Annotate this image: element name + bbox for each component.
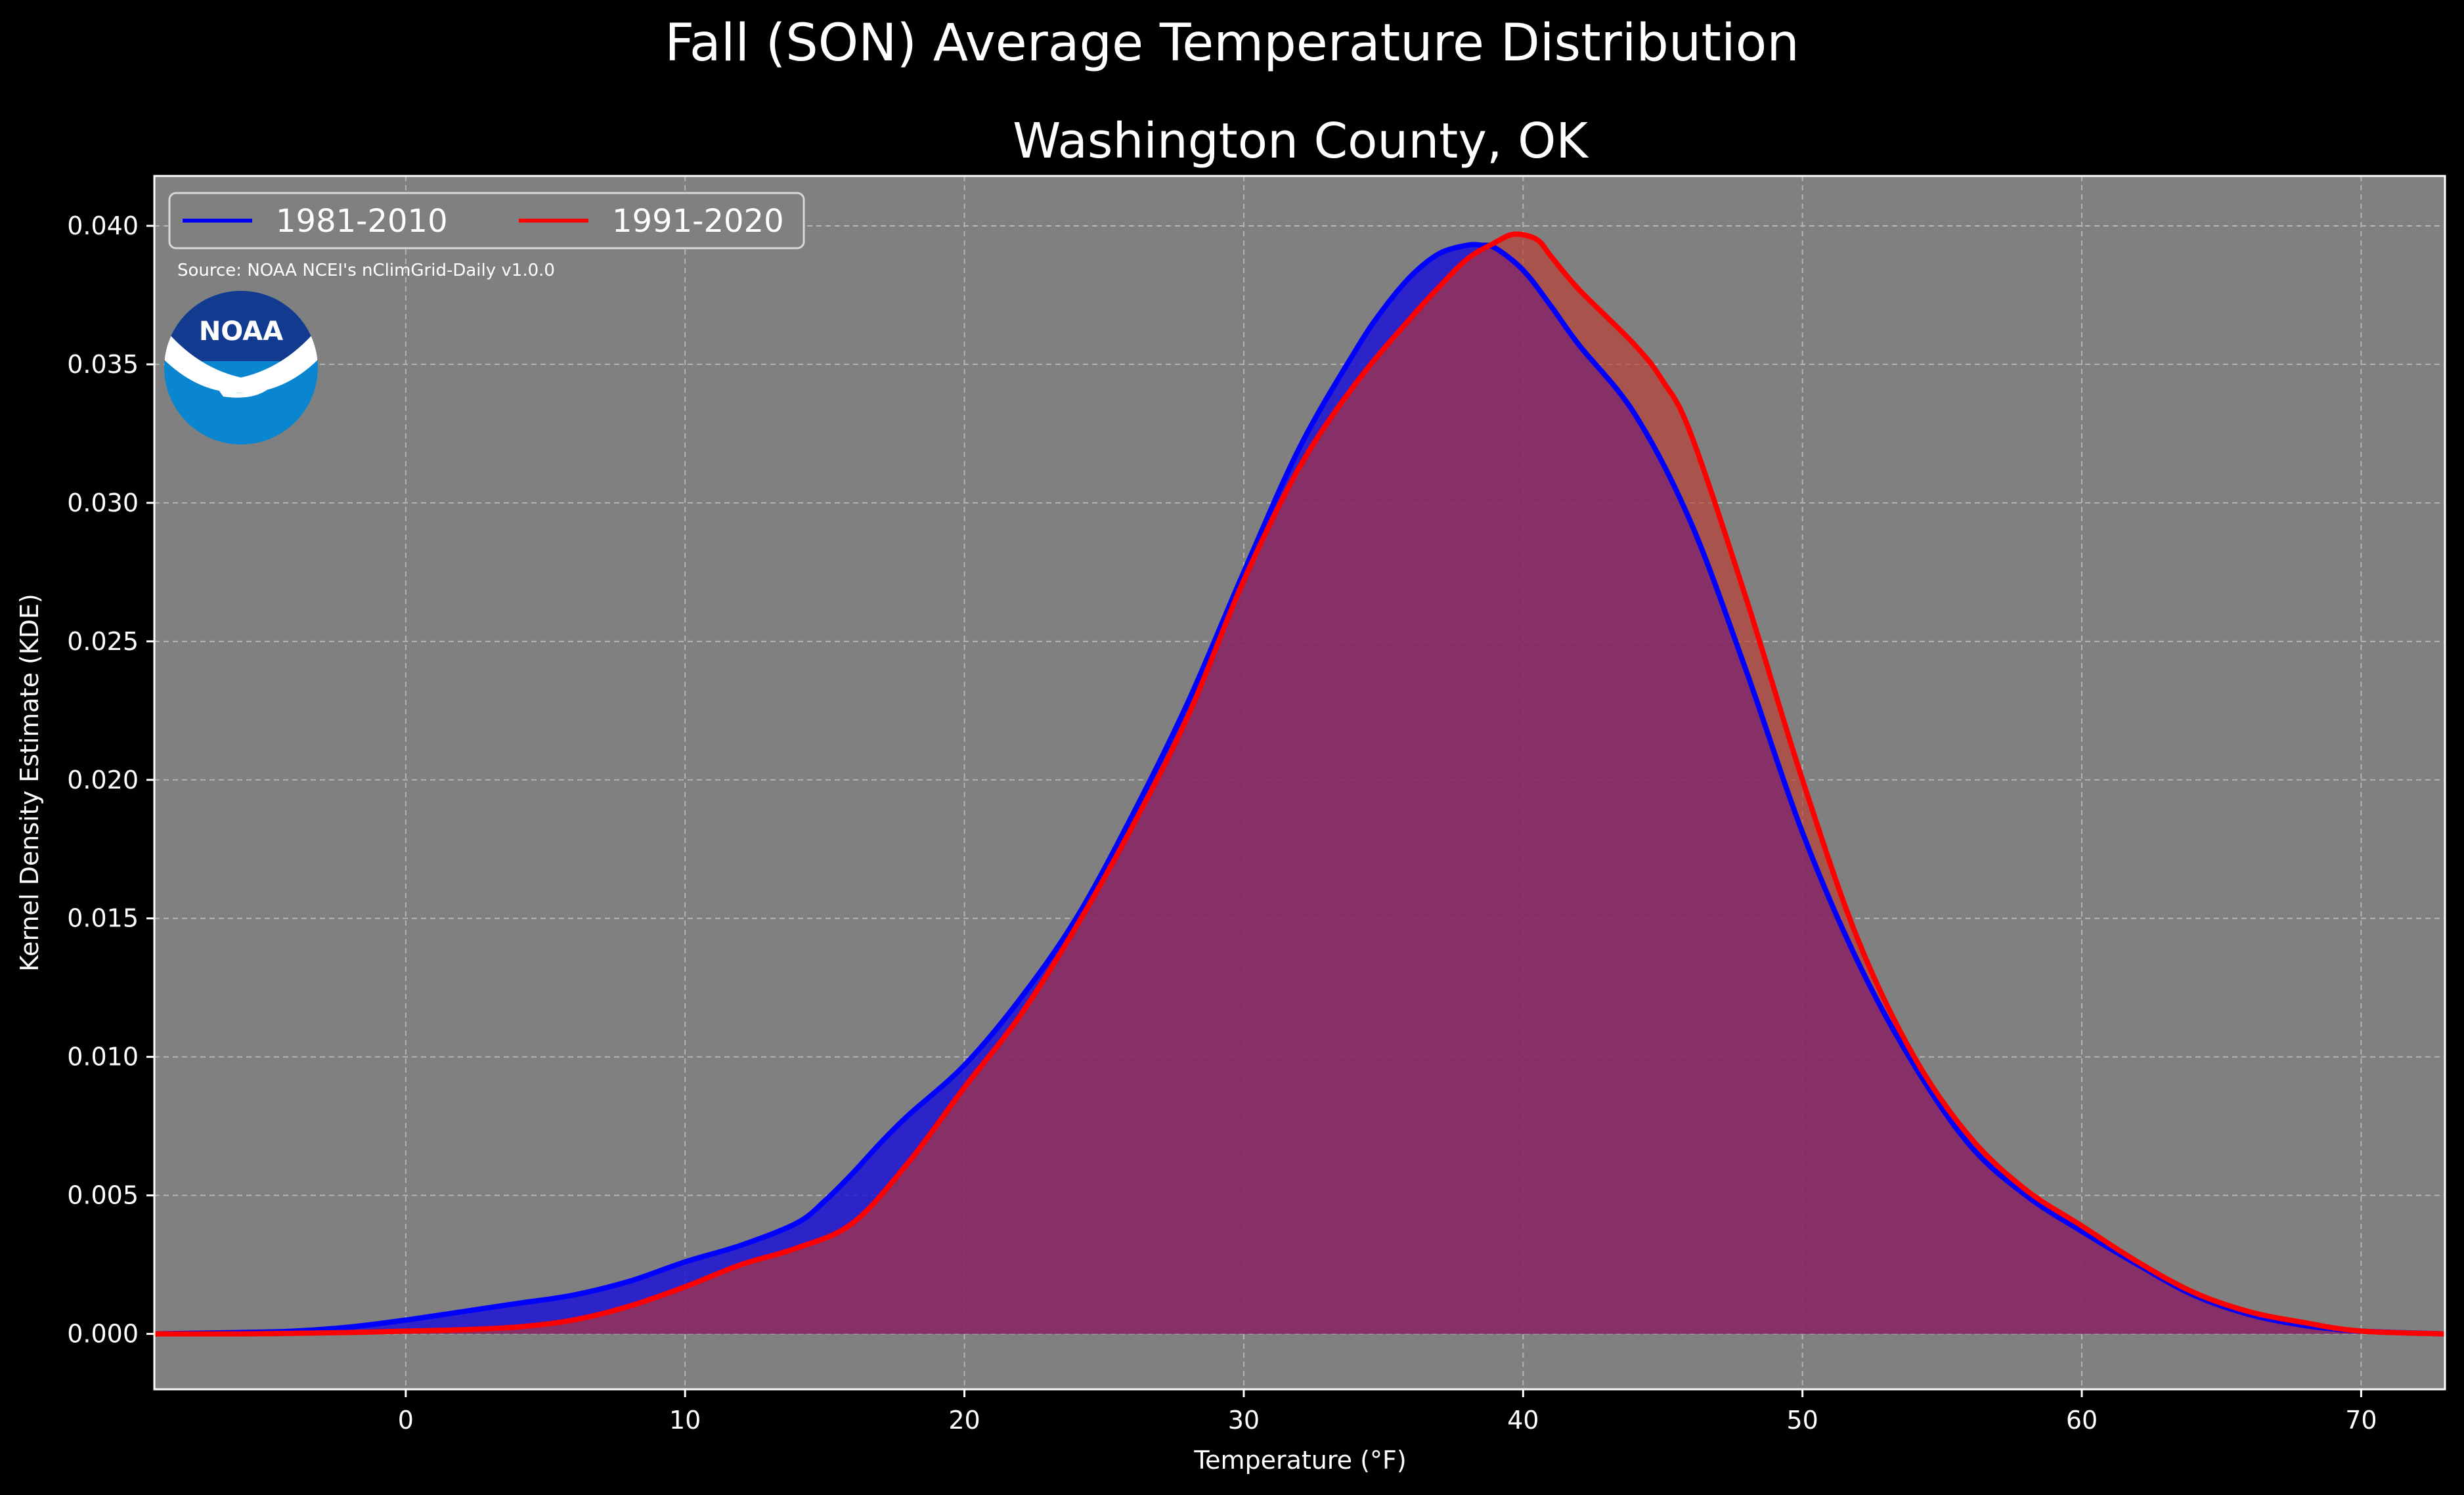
y-tick-label: 0.010 xyxy=(67,1043,139,1072)
x-tick-label: 30 xyxy=(1228,1406,1260,1435)
series-line-2 xyxy=(154,231,2446,1337)
y-tick-label: 0.030 xyxy=(67,488,139,517)
source-note: Source: NOAA NCEI's nClimGrid-Daily v1.0… xyxy=(177,261,555,280)
noaa-logo-gull-icon xyxy=(164,328,318,393)
y-tick-label: 0.040 xyxy=(67,211,139,240)
x-tick-label: 0 xyxy=(398,1406,414,1435)
y-tick-label: 0.025 xyxy=(67,627,139,656)
y-tick-label: 0.035 xyxy=(67,350,139,379)
noaa-logo-text: NOAA xyxy=(199,316,283,347)
series-area-2 xyxy=(154,234,2445,1334)
x-tick-label: 70 xyxy=(2345,1406,2377,1435)
x-tick-label: 10 xyxy=(669,1406,701,1435)
chart-title: Washington County, OK xyxy=(1013,113,1589,169)
series-line-1 xyxy=(154,242,2446,1337)
chart-suptitle: Fall (SON) Average Temperature Distribut… xyxy=(665,14,1799,73)
legend-box xyxy=(168,192,805,249)
legend: 1981-2010 1991-2020 xyxy=(168,192,805,249)
y-axis-label: Kernel Density Estimate (KDE) xyxy=(15,594,44,972)
x-tick-label: 40 xyxy=(1507,1406,1539,1435)
legend-label-series-2: 1991-2020 xyxy=(612,203,784,240)
x-axis-label: Temperature (°F) xyxy=(1193,1446,1406,1475)
y-tick-label: 0.005 xyxy=(67,1181,139,1210)
y-tick-label: 0.020 xyxy=(67,766,139,794)
x-tick-label: 20 xyxy=(948,1406,980,1435)
y-tick-label: 0.015 xyxy=(67,904,139,933)
x-tick-label: 50 xyxy=(1786,1406,1818,1435)
y-axis-ticks: 0.000 0.005 0.010 0.015 0.020 0.025 0.030 0.035… xyxy=(67,211,154,1349)
noaa-logo-wing-icon xyxy=(217,382,276,398)
series-lines xyxy=(154,231,2446,1337)
noaa-logo: NOAA xyxy=(164,291,318,444)
x-axis-ticks: 0 10 20 30 40 50 60 70 xyxy=(398,1389,2377,1435)
x-tick-label: 60 xyxy=(2066,1406,2098,1435)
series-fills xyxy=(154,234,2445,1334)
y-tick-label: 0.000 xyxy=(67,1320,139,1349)
legend-label-series-1: 1981-2010 xyxy=(276,203,448,240)
plot-frame xyxy=(153,175,2446,1391)
